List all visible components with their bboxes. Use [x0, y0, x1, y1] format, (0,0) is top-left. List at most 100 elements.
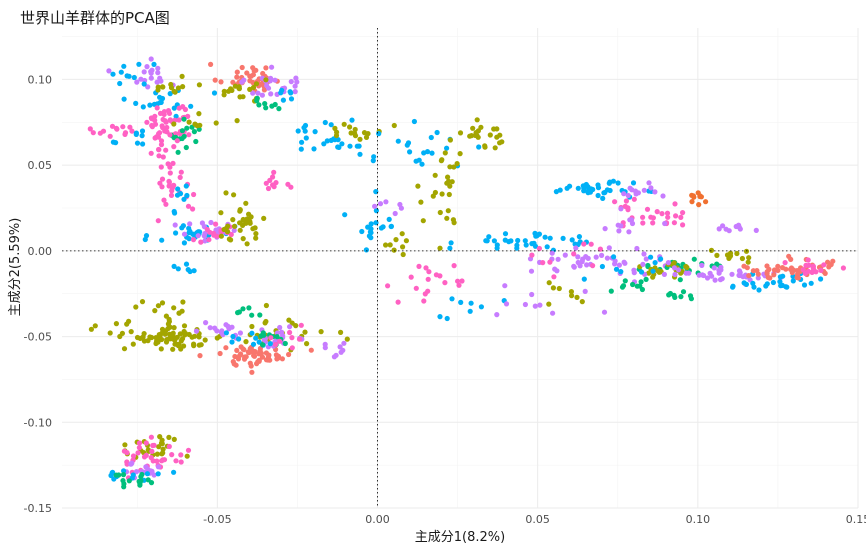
data-point — [157, 75, 163, 81]
data-point — [644, 206, 651, 212]
data-point — [217, 350, 223, 357]
data-point — [292, 83, 298, 89]
data-point — [247, 78, 253, 84]
data-point — [178, 169, 184, 175]
data-point — [763, 283, 769, 289]
data-point — [158, 142, 165, 148]
data-point — [211, 230, 217, 236]
data-point — [618, 269, 624, 275]
data-point — [391, 122, 397, 129]
data-point — [195, 229, 201, 235]
data-point — [181, 196, 187, 202]
data-point — [630, 180, 637, 186]
data-point — [137, 335, 143, 341]
data-point — [154, 79, 160, 85]
data-point — [584, 262, 590, 268]
data-point — [193, 328, 200, 334]
data-point — [433, 272, 439, 278]
data-point — [444, 315, 450, 322]
data-point — [550, 310, 556, 316]
data-point — [378, 225, 384, 231]
data-point — [432, 172, 438, 178]
data-point — [599, 263, 606, 270]
point-cluster — [782, 257, 847, 276]
data-point — [109, 123, 116, 129]
chart-title: 世界山羊群体的PCA图 — [20, 9, 170, 27]
data-point — [156, 444, 162, 450]
y-tick-label: -0.10 — [24, 416, 52, 429]
data-point — [176, 117, 182, 123]
data-point — [172, 89, 178, 95]
data-point — [154, 451, 160, 457]
data-point — [454, 161, 460, 167]
data-point — [439, 191, 445, 197]
data-point — [652, 260, 658, 266]
data-point — [213, 221, 219, 227]
data-point — [579, 299, 585, 305]
data-point — [249, 323, 255, 330]
data-point — [395, 299, 401, 305]
data-point — [171, 263, 177, 269]
data-point — [455, 278, 461, 284]
data-point — [171, 121, 177, 127]
data-point — [254, 361, 260, 367]
data-point — [782, 260, 788, 266]
data-point — [449, 179, 455, 185]
data-point — [622, 203, 628, 209]
data-point — [126, 73, 132, 79]
data-point — [185, 203, 192, 209]
data-point — [654, 209, 660, 215]
point-cluster — [372, 199, 404, 217]
y-tick-label: 0.00 — [28, 245, 53, 258]
data-point — [190, 206, 196, 212]
data-point — [211, 90, 218, 96]
data-point — [120, 124, 126, 130]
data-point — [246, 305, 252, 311]
data-point — [352, 126, 358, 133]
data-point — [377, 201, 384, 207]
data-point — [581, 276, 587, 282]
data-point — [621, 259, 627, 265]
data-point — [128, 461, 134, 467]
data-point — [255, 90, 261, 96]
data-point — [298, 146, 304, 152]
data-point — [130, 341, 136, 347]
data-point — [502, 231, 509, 237]
point-cluster — [223, 330, 273, 348]
data-point — [640, 261, 646, 267]
data-point — [145, 477, 151, 483]
data-point — [736, 272, 743, 279]
data-point — [840, 265, 847, 271]
data-point — [159, 237, 165, 243]
data-point — [576, 234, 583, 240]
data-point — [171, 325, 177, 331]
data-point — [529, 291, 535, 298]
data-point — [267, 78, 273, 84]
data-point — [234, 69, 240, 75]
data-point — [206, 237, 212, 243]
data-point — [550, 285, 557, 291]
data-point — [151, 61, 157, 67]
data-point — [171, 469, 177, 475]
data-point — [734, 250, 740, 257]
data-point — [248, 214, 254, 220]
data-point — [714, 261, 720, 267]
data-point — [253, 335, 259, 341]
data-point — [612, 199, 618, 205]
data-point — [121, 448, 127, 454]
point-cluster — [437, 296, 507, 322]
data-point — [646, 180, 652, 186]
point-cluster — [527, 245, 668, 276]
data-point — [166, 179, 172, 185]
data-point — [672, 271, 678, 278]
point-cluster — [268, 322, 304, 351]
data-point — [236, 84, 242, 90]
data-point — [288, 90, 294, 96]
data-point — [177, 174, 183, 180]
data-point — [392, 210, 398, 217]
point-cluster — [106, 56, 176, 90]
data-point — [152, 308, 158, 314]
data-point — [163, 147, 169, 153]
data-point — [240, 306, 246, 312]
data-point — [138, 478, 144, 484]
